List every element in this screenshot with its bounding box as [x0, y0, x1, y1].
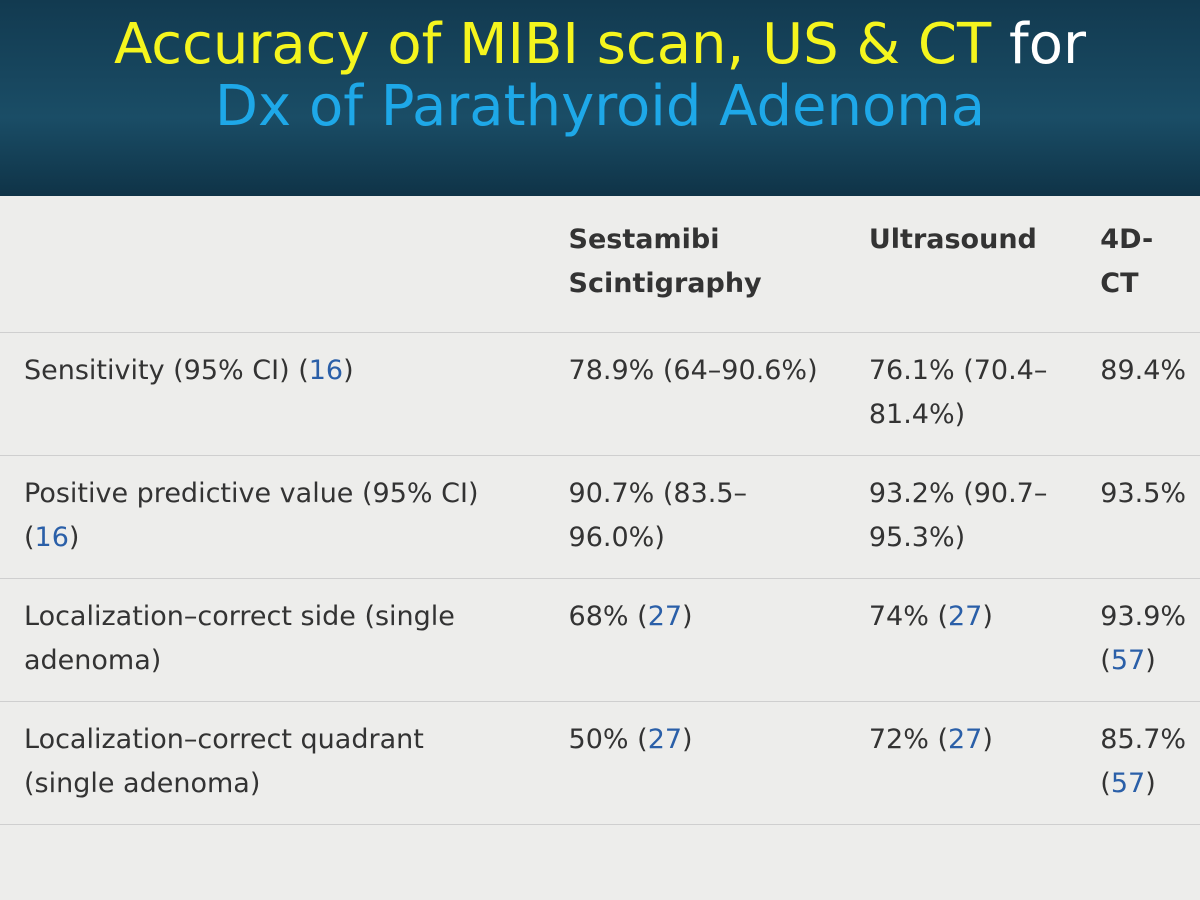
table-cell: 93.5% — [1090, 456, 1200, 579]
table-cell: Localization–correct quadrant (single ad… — [0, 702, 519, 825]
column-header: Sestamibi Scintigraphy — [519, 202, 829, 333]
table-cell: 74% (27) — [829, 579, 1090, 702]
table-cell: Sensitivity (95% CI) (16) — [0, 333, 519, 456]
cell-text: Sensitivity (95% CI) ( — [24, 355, 309, 386]
table-row: Positive predictive value (95% CI) (16) 9… — [0, 456, 1200, 579]
cell-text: ) — [982, 601, 993, 632]
cell-text: 72% ( — [868, 724, 948, 755]
table-cell: 68% (27) — [519, 579, 829, 702]
cell-text: 78.9% (64–90.6%) — [568, 355, 818, 386]
table-cell: 85.7% (57) — [1090, 702, 1200, 825]
title-text: Accuracy of MIBI scan, US & CT — [113, 12, 992, 77]
cell-text: ) — [682, 601, 693, 632]
reference-link: 57 — [1110, 768, 1146, 799]
reference-link: 16 — [34, 522, 69, 553]
cell-text: ) — [682, 724, 693, 755]
cell-text: 93.9% ( — [1100, 601, 1187, 676]
cell-text: 85.7% ( — [1100, 724, 1187, 799]
table-row: Sensitivity (95% CI) (16) 78.9% (64–90.6%… — [0, 333, 1200, 456]
table: Sestamibi Scintigraphy Ultrasound 4D-CT Sen… — [0, 202, 1200, 825]
cell-text: 50% ( — [568, 724, 648, 755]
table-cell: 90.7% (83.5–96.0%) — [519, 456, 829, 579]
column-header-text: Sestamibi Scintigraphy — [568, 224, 762, 299]
title-text: for — [1009, 12, 1087, 77]
title-line: Accuracy of MIBI scan, US & CT for — [0, 0, 1200, 76]
cell-text: 76.1% (70.4–81.4%) — [868, 355, 1048, 430]
table-cell: 93.9% (57) — [1090, 579, 1200, 702]
table-cell: 78.9% (64–90.6%) — [519, 333, 829, 456]
table-row: Localization–correct quadrant (single ad… — [0, 702, 1200, 825]
cell-text: ) — [68, 522, 80, 553]
table-cell: 93.2% (90.7–95.3%) — [829, 456, 1090, 579]
column-header — [0, 202, 519, 333]
reference-link: 57 — [1110, 645, 1146, 676]
cell-text: 90.7% (83.5–96.0%) — [568, 478, 748, 553]
table-cell: 50% (27) — [519, 702, 829, 825]
title-text: Dx of Parathyroid Adenoma — [214, 74, 986, 139]
reference-link: 27 — [948, 601, 983, 632]
cell-text: 93.5% — [1100, 478, 1187, 509]
reference-link: 16 — [308, 355, 344, 386]
table-cell: 72% (27) — [829, 702, 1090, 825]
cell-text: 68% ( — [568, 601, 648, 632]
table-row: Localization–correct side (single adenom… — [0, 579, 1200, 702]
reference-link: 27 — [647, 724, 683, 755]
cell-text: ) — [343, 355, 354, 386]
column-header: 4D-CT — [1090, 202, 1200, 333]
reference-link: 27 — [948, 724, 983, 755]
cell-text: Localization–correct side (single adenom… — [24, 601, 455, 676]
column-header-text: Ultrasound — [868, 224, 1037, 255]
table-cell: 76.1% (70.4–81.4%) — [829, 333, 1090, 456]
cell-text: ) — [982, 724, 993, 755]
column-header: Ultrasound — [829, 202, 1090, 333]
cell-text: ) — [1145, 768, 1156, 799]
cell-text: Positive predictive value (95% CI) ( — [24, 478, 479, 553]
cell-text: ) — [1145, 645, 1156, 676]
table-cell: 89.4% — [1090, 333, 1200, 456]
cell-text: 74% ( — [868, 601, 948, 632]
reference-link: 27 — [647, 601, 683, 632]
cell-text: 93.2% (90.7–95.3%) — [868, 478, 1048, 553]
table-cell: Localization–correct side (single adenom… — [0, 579, 519, 702]
cell-text: 89.4% — [1100, 355, 1187, 386]
header: Accuracy of MIBI scan, US & CT for Dx of… — [0, 0, 1200, 196]
column-header-text: 4D-CT — [1100, 224, 1154, 299]
cell-text: Localization–correct quadrant (single ad… — [24, 724, 424, 799]
table-cell: Positive predictive value (95% CI) (16) — [0, 456, 519, 579]
title-line: Dx of Parathyroid Adenoma — [0, 76, 1200, 138]
header-row: Sestamibi Scintigraphy Ultrasound 4D-CT — [0, 202, 1200, 333]
